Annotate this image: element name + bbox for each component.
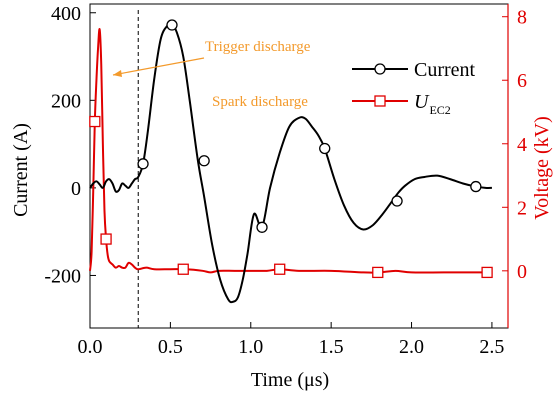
trigger-arrow-head bbox=[113, 70, 122, 77]
voltage-data-marker bbox=[372, 266, 384, 279]
x-axis-title: Time (μs) bbox=[251, 369, 329, 391]
y-right-tick-label: 0 bbox=[517, 261, 527, 283]
y-left-tick-label: -200 bbox=[44, 265, 81, 287]
voltage-data-marker bbox=[177, 263, 189, 275]
current-data-marker bbox=[256, 221, 268, 233]
legend-voltage-symbol: U bbox=[414, 91, 430, 113]
y-right-tick-label: 8 bbox=[517, 7, 527, 29]
voltage-data-marker bbox=[481, 266, 493, 279]
spark-discharge-annotation: Spark discharge bbox=[212, 94, 308, 110]
legend-current-marker bbox=[374, 63, 386, 75]
x-tick-label: 0.0 bbox=[78, 336, 103, 358]
legend-voltage-subscript: EC2 bbox=[429, 103, 450, 117]
series-layer bbox=[89, 19, 493, 304]
x-tick-label: 1.5 bbox=[319, 336, 344, 358]
voltage-data-marker bbox=[89, 115, 101, 128]
legend: Current UEC2 bbox=[352, 59, 476, 117]
y-left-tick-label: 200 bbox=[51, 90, 81, 112]
x-tick-label: 2.0 bbox=[399, 336, 424, 358]
voltage-data-marker bbox=[100, 233, 112, 245]
y-left-tick-label: 400 bbox=[51, 3, 81, 25]
current-data-marker bbox=[391, 195, 403, 207]
trigger-discharge-annotation: Trigger discharge bbox=[205, 39, 311, 55]
x-tick-label: 0.5 bbox=[158, 336, 183, 358]
x-tick-label: 2.5 bbox=[479, 336, 504, 358]
legend-voltage-label: UEC2 bbox=[414, 91, 451, 117]
y-right-tick-label: 2 bbox=[517, 197, 527, 219]
x-tick-label: 1.0 bbox=[238, 336, 263, 358]
y-left-axis-title: Current (A) bbox=[10, 123, 32, 217]
y-left-tick-label: 0 bbox=[71, 178, 81, 200]
current-data-marker bbox=[470, 180, 482, 193]
voltage-data-marker bbox=[274, 263, 286, 275]
current-data-marker bbox=[319, 142, 331, 155]
tick-labels: 0.0 0.5 1.0 1.5 2.0 2.5 -200 0 200 400 0 2 4 6 8 bbox=[44, 3, 527, 358]
legend-voltage-marker bbox=[374, 95, 386, 107]
trigger-arrow bbox=[112, 57, 205, 76]
y-right-tick-label: 6 bbox=[517, 70, 527, 92]
voltage-series-line bbox=[89, 28, 492, 274]
y-right-axis-title: Voltage (kV) bbox=[531, 116, 553, 220]
current-data-marker bbox=[137, 158, 149, 170]
legend-current-label: Current bbox=[414, 59, 476, 81]
y-right-tick-label: 4 bbox=[517, 134, 527, 156]
current-data-marker bbox=[166, 19, 178, 31]
current-data-marker bbox=[198, 155, 210, 167]
